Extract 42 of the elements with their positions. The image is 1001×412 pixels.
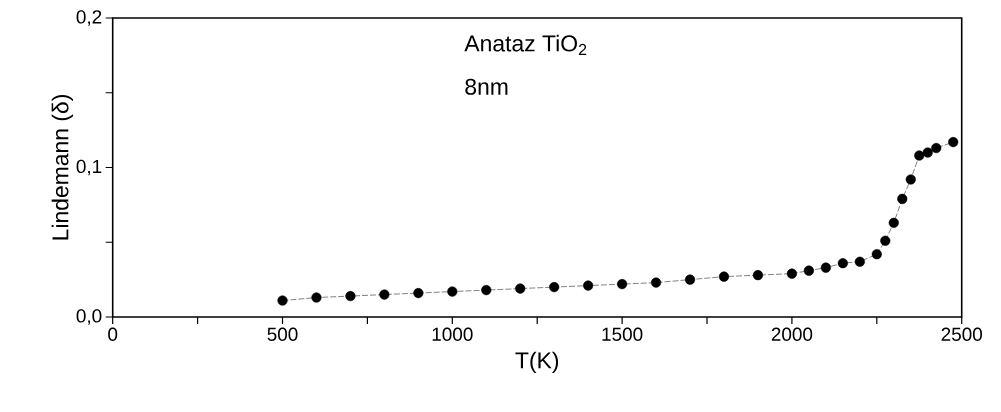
point	[897, 193, 908, 204]
point	[617, 279, 628, 290]
x-axis-title: T(K)	[515, 351, 559, 374]
point	[922, 147, 933, 158]
point	[803, 265, 814, 276]
y-tick-label: 0,0	[76, 309, 102, 325]
point	[888, 217, 899, 228]
point	[854, 256, 865, 267]
point	[583, 280, 594, 291]
point	[931, 143, 942, 154]
point	[880, 235, 891, 246]
x-tick-label: 2500	[941, 327, 983, 341]
point	[311, 292, 322, 303]
x-tick-label: 1500	[602, 327, 643, 341]
point	[684, 274, 696, 285]
point	[413, 288, 424, 299]
point	[345, 291, 356, 302]
x-tick-label: 1000	[432, 327, 473, 341]
point	[277, 295, 288, 306]
point	[651, 277, 662, 288]
point	[914, 150, 925, 161]
point	[549, 282, 560, 293]
annotation: 8nm	[465, 78, 508, 95]
point	[481, 285, 492, 296]
y-tick-label: 0,1	[76, 159, 102, 176]
x-tick-label: 2000	[771, 327, 813, 341]
point	[447, 286, 458, 297]
point	[905, 174, 916, 185]
point	[718, 271, 730, 282]
point	[515, 283, 526, 294]
y-axis-title: Lindemann (δ)	[51, 95, 74, 240]
point	[786, 268, 797, 279]
x-tick-label: 500	[267, 327, 298, 341]
y-tick-label: 0,2	[76, 10, 102, 26]
annotation: Anataz TiO$_{2}$	[464, 34, 587, 56]
point	[752, 270, 763, 281]
x-tick-label: 0	[108, 327, 118, 341]
point	[948, 137, 959, 148]
point	[379, 289, 390, 300]
point	[820, 262, 831, 273]
point	[837, 258, 848, 269]
point	[871, 249, 882, 260]
